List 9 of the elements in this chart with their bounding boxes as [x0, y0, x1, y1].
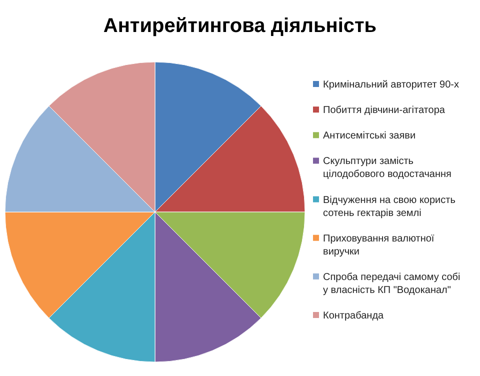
legend-label: Спроба передачі самому собі у власність КП "Водоканал" [323, 272, 460, 296]
legend-label: Побиття дівчини-агітатора [323, 105, 446, 116]
legend-label: Контрабанда [323, 310, 384, 322]
legend-label: Приховування валютної виручки [323, 233, 434, 258]
legend-label: Антисемітські заяви [323, 130, 416, 142]
legend-label: Відчуження на свою користь сотень гектарів землі [323, 194, 456, 219]
legend-label: Скульптури замість цілодобового водостачання [323, 156, 452, 180]
chart-title: Антирейтингова діяльність [103, 15, 377, 37]
legend-label: Кримінальний авторитет 90-х [323, 80, 460, 90]
